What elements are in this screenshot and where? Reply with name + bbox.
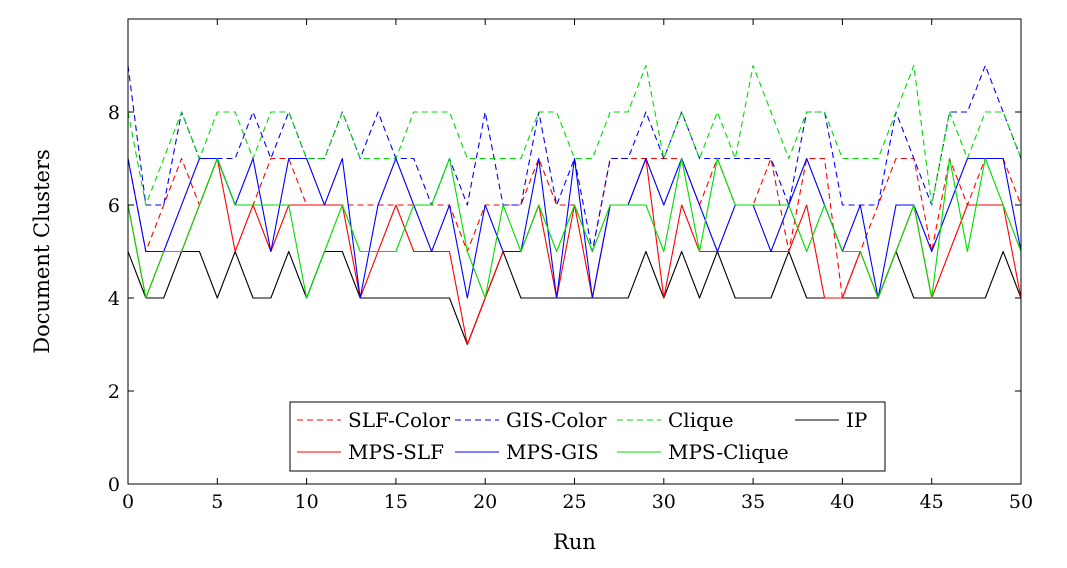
x-tick-label: 35	[741, 491, 765, 513]
x-axis-label: Run	[553, 530, 596, 554]
x-tick-label: 5	[211, 491, 223, 513]
legend-box	[289, 401, 886, 472]
series-line-ip	[127, 250, 1022, 346]
x-tick-label: 20	[473, 491, 497, 513]
y-tick-label: 4	[108, 288, 120, 310]
legend-label-mps-slf: MPS-SLF	[348, 440, 444, 464]
x-tick-label: 30	[652, 491, 676, 513]
y-axis-label: Document Clusters	[30, 149, 54, 354]
x-tick-label: 10	[295, 491, 319, 513]
y-tick-label: 8	[108, 102, 120, 124]
x-tick-label: 50	[1009, 491, 1033, 513]
series-line-mps-gis	[127, 157, 1022, 299]
series-line-gis-color	[127, 64, 1022, 253]
x-tick-label: 45	[920, 491, 944, 513]
y-tick-label: 0	[108, 474, 120, 496]
legend-label-slf-color: SLF-Color	[348, 408, 451, 432]
series-line-mps-clique	[127, 157, 1022, 299]
legend-label-mps-gis: MPS-GIS	[506, 440, 599, 464]
legend-label-mps-clique: MPS-Clique	[668, 440, 789, 464]
y-tick-label: 2	[108, 381, 120, 403]
x-tick-label: 25	[562, 491, 586, 513]
legend: SLF-Color GIS-Color Clique IP MPS-SLF MPS-GIS…	[289, 401, 886, 472]
legend-label-ip: IP	[846, 408, 867, 432]
axis-ticks: 0 5 10 15 20 25 30 35 40 45 50 0 2 4 6 8	[108, 19, 1033, 513]
legend-label-gis-color: GIS-Color	[506, 408, 607, 432]
y-tick-label: 6	[108, 195, 120, 217]
series-lines	[127, 64, 1022, 346]
x-tick-label: 15	[384, 491, 408, 513]
x-tick-label: 40	[830, 491, 854, 513]
legend-label-clique: Clique	[668, 408, 734, 432]
x-tick-label: 0	[122, 491, 134, 513]
